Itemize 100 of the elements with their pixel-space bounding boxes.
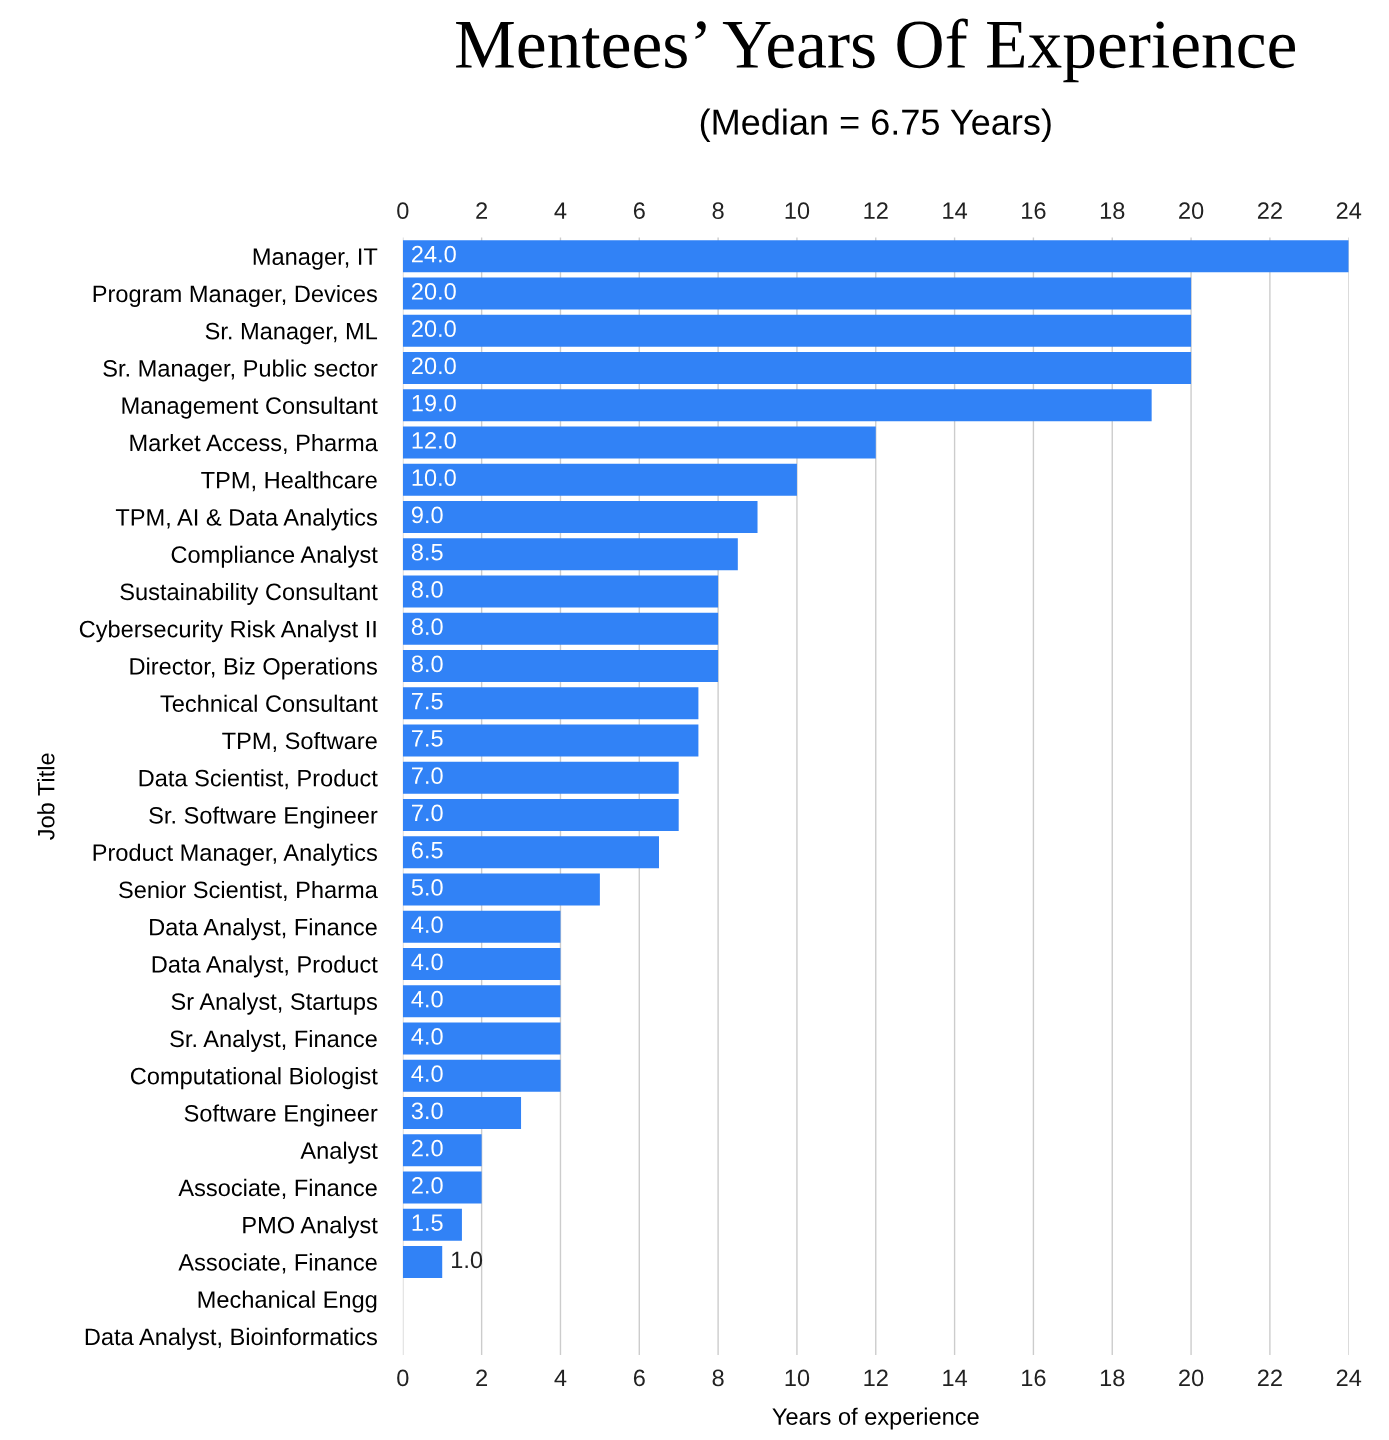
y-tick-label: Data Scientist, Product: [139, 769, 378, 790]
y-tick-label: Management Consultant: [122, 396, 378, 419]
x2-tick-label: 12: [864, 202, 888, 219]
y-axis-title: Job Title: [37, 753, 55, 840]
data-label: 1.5: [412, 1214, 443, 1232]
y-tick-label: Cybersecurity Risk Analyst II: [79, 620, 376, 643]
x2-tick-label: 22: [1257, 202, 1282, 219]
x-tick-label: 18: [1100, 1369, 1125, 1387]
bar: [402, 575, 719, 608]
x2-tick-label: 2: [476, 202, 488, 219]
data-label: 10.0: [412, 469, 456, 487]
y-tick-label: TPM, Software: [222, 731, 377, 753]
x-axis-title: Years of experience: [772, 1407, 979, 1430]
data-label: 5.0: [411, 879, 443, 896]
bar: [402, 1171, 482, 1204]
data-label: 2.0: [412, 1139, 443, 1157]
data-label: 24.0: [412, 245, 456, 263]
data-label: 3.0: [411, 1102, 443, 1120]
data-label: 8.0: [411, 581, 443, 598]
y-tick-label: Market Access, Pharma: [130, 433, 378, 455]
bar: [402, 761, 679, 794]
bar: [402, 798, 679, 831]
x-tick-label: 2: [476, 1369, 488, 1387]
x-tick-label: 22: [1257, 1369, 1282, 1387]
x2-tick-label: 6: [633, 202, 645, 220]
y-tick-label: Sr. Manager, Public sector: [103, 359, 378, 382]
data-label: 20.0: [412, 320, 456, 338]
x2-tick-label: 0: [397, 202, 409, 220]
data-label: 7.0: [412, 767, 443, 785]
y-tick-label: Associate, Finance: [178, 1253, 377, 1274]
y-tick-label: Associate, Finance: [178, 1178, 377, 1199]
y-tick-label: Sr. Software Engineer: [149, 806, 378, 829]
bar: [402, 389, 1152, 422]
data-label: 7.5: [412, 693, 443, 710]
data-label: 4.0: [411, 990, 443, 1008]
data-label: 12.0: [412, 432, 456, 449]
data-label: 8.0: [411, 655, 443, 673]
y-tick-label: Sr Analyst, Startups: [171, 992, 377, 1015]
chart-subtitle: (Median = 6.75 Years): [700, 108, 1051, 143]
y-tick-label: Mechanical Engg: [198, 1290, 377, 1313]
x2-tick-label: 10: [785, 202, 810, 220]
x-tick-label: 8: [712, 1369, 724, 1387]
y-tick-label: Software Engineer: [184, 1104, 378, 1127]
bar: [402, 240, 1349, 273]
data-label: 20.0: [412, 283, 456, 300]
x2-tick-label: 24: [1336, 202, 1362, 219]
y-tick-label: Director, Biz Operations: [130, 657, 377, 680]
x2-tick-label: 20: [1179, 202, 1204, 220]
bar: [402, 947, 561, 980]
bar: [402, 351, 1192, 384]
bar: [402, 1134, 482, 1167]
y-tick-label: Data Analyst, Product: [152, 955, 378, 978]
x-tick-label: 20: [1179, 1369, 1204, 1387]
y-tick-label: Data Analyst, Bioinformatics: [85, 1327, 377, 1350]
bar: [402, 724, 699, 757]
bar: [402, 873, 600, 906]
y-tick-label: TPM, Healthcare: [201, 471, 377, 492]
bar: [402, 985, 561, 1018]
y-tick-label: Compliance Analyst: [171, 545, 378, 568]
y-tick-label: Sr. Analyst, Finance: [170, 1029, 377, 1052]
y-tick-label: Analyst: [300, 1141, 378, 1164]
x-tick-label: 24: [1336, 1369, 1362, 1387]
x-tick-label: 12: [864, 1369, 888, 1387]
data-label: 9.0: [411, 506, 443, 524]
x-tick-label: 16: [1022, 1369, 1046, 1387]
data-label: 4.0: [411, 1065, 443, 1083]
bar: [402, 1059, 561, 1092]
y-tick-label: Data Analyst, Finance: [150, 918, 377, 941]
x2-tick-label: 18: [1100, 202, 1125, 220]
data-label: 7.0: [412, 804, 443, 822]
x2-tick-label: 14: [943, 202, 968, 219]
data-label: 6.5: [412, 841, 443, 859]
data-label: 1.0: [452, 1251, 483, 1269]
data-label: 8.5: [411, 543, 443, 561]
bar: [402, 277, 1192, 310]
bar: [402, 649, 719, 682]
data-label: 4.0: [411, 953, 443, 971]
bar: [402, 426, 876, 459]
y-tick-label: Computational Biologist: [130, 1067, 378, 1090]
bar: [402, 538, 738, 571]
x-tick-label: 4: [554, 1369, 567, 1387]
data-label: 20.0: [412, 357, 456, 375]
bar: [402, 910, 561, 943]
bar: [402, 1022, 561, 1055]
data-label: 7.5: [412, 730, 443, 747]
data-label: 4.0: [411, 916, 443, 934]
x-tick-label: 14: [943, 1369, 968, 1387]
bar: [402, 1096, 522, 1129]
x-tick-label: 6: [633, 1369, 645, 1387]
x2-tick-label: 4: [554, 202, 567, 219]
bar: [402, 612, 719, 645]
bar: [402, 500, 758, 533]
y-tick-label: Sr. Manager, ML: [205, 322, 378, 345]
bar: [402, 836, 659, 869]
y-tick-label: Senior Scientist, Pharma: [119, 880, 378, 902]
bar: [402, 1208, 462, 1241]
bar: [402, 1245, 443, 1278]
y-tick-label: TPM, AI & Data Analytics: [115, 508, 377, 531]
chart-title: Mentees’ Years Of Experience: [456, 18, 1295, 83]
y-tick-label: Product Manager, Analytics: [93, 843, 377, 866]
